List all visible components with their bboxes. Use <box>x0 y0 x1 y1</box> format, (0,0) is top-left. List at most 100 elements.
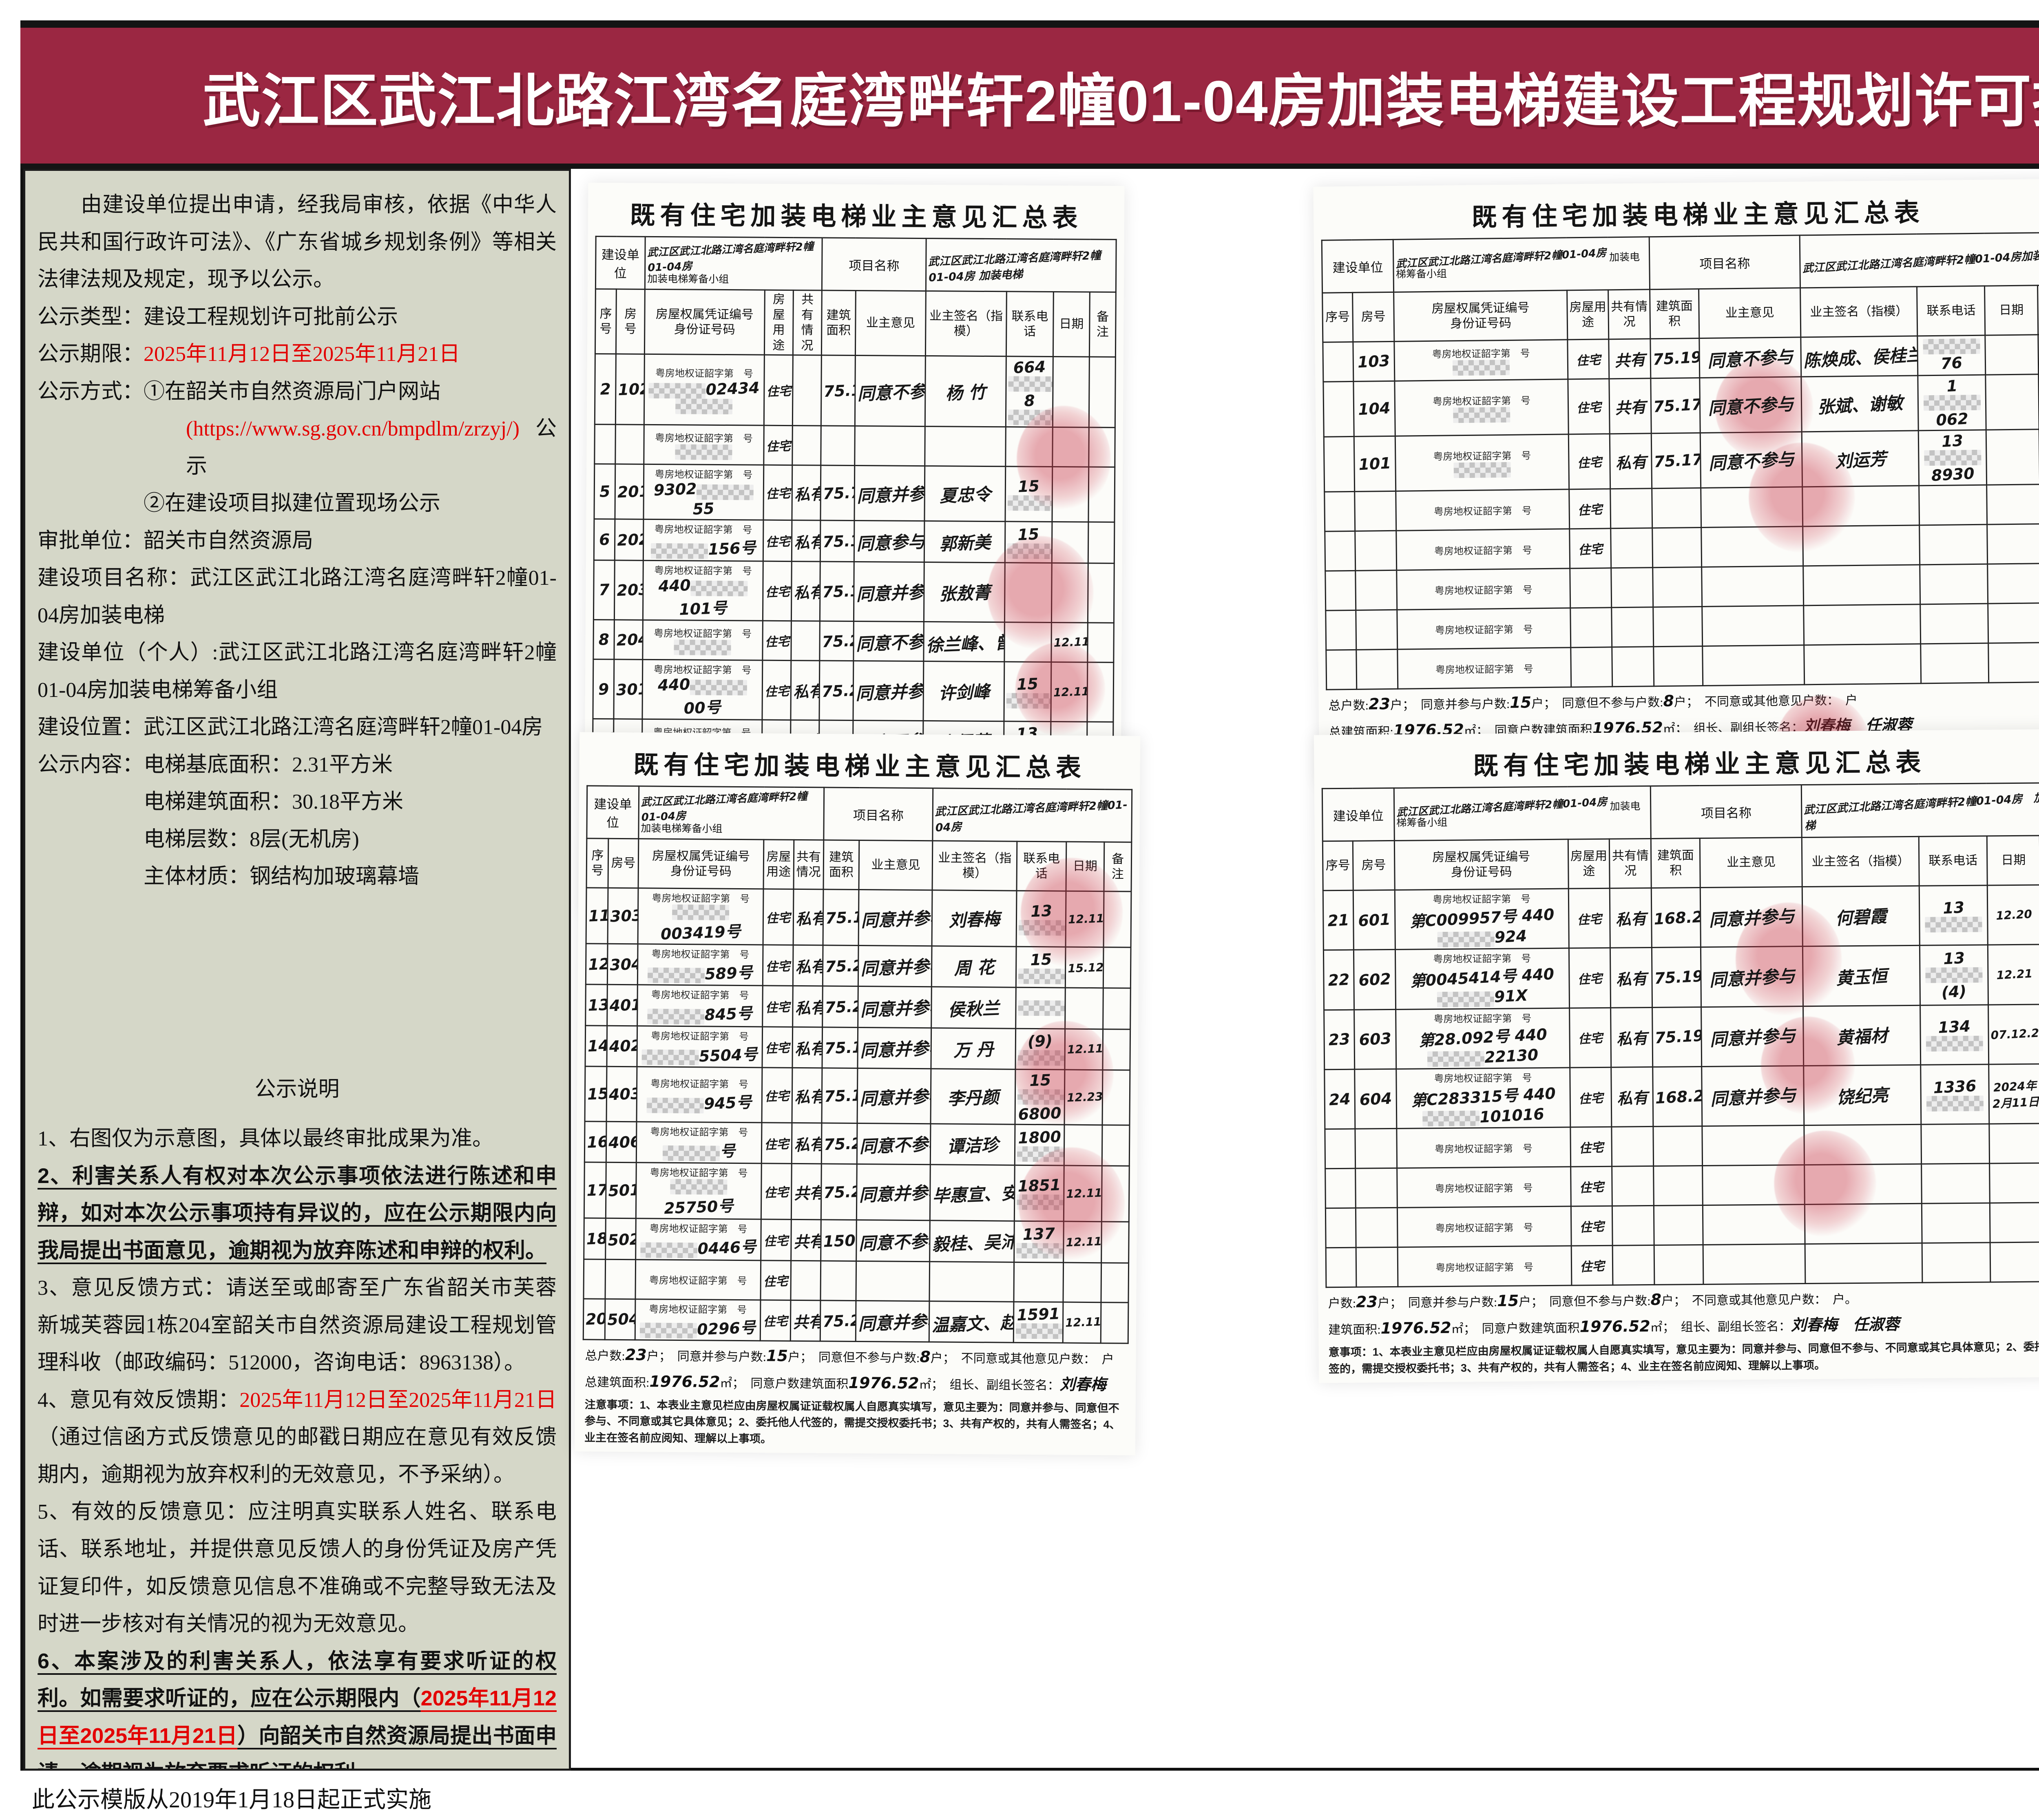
share-cell <box>1612 1166 1654 1206</box>
handwritten-text: 陈焕成、侯桂兰 <box>1803 344 1918 371</box>
cert-cell: 粤房地权证韶字第 号 945号 <box>636 1066 763 1123</box>
handwritten-text: 440 <box>658 576 691 595</box>
text-span: 总建筑面积: <box>584 1376 650 1390</box>
use-cell: 住宅 <box>1567 339 1610 379</box>
note-cell <box>1103 947 1131 989</box>
text-span: 1976.52 <box>1579 1317 1650 1336</box>
handwritten-text: 75.27 <box>824 997 858 1017</box>
handwritten-text: 945号 <box>703 1093 752 1113</box>
cert-value: 44000号 <box>645 675 760 718</box>
phone-cell <box>1004 562 1052 623</box>
handwritten-text: 304 <box>609 955 638 974</box>
column-header: 共有情况 <box>793 290 822 356</box>
text-span: 1976.52 <box>848 1373 919 1393</box>
room-cell: 501 <box>606 1162 637 1219</box>
seq-cell <box>594 424 616 464</box>
area-cell <box>1653 1126 1703 1166</box>
use-cell: 住宅 <box>761 1122 792 1164</box>
signature-cell <box>1804 1164 1922 1205</box>
column-header: 序号 <box>1322 292 1353 343</box>
note-cell <box>1101 1302 1128 1344</box>
redaction-block <box>1925 967 1983 983</box>
handwritten-text: 私有 <box>794 533 820 552</box>
seq-cell <box>1324 491 1355 532</box>
handwritten-text: 75.27 <box>825 956 858 976</box>
note-cell <box>1103 988 1131 1029</box>
handwritten-text: 75.77 <box>823 483 855 503</box>
date-cell <box>1990 1203 2039 1243</box>
column-header: 房屋用途 <box>1567 290 1609 340</box>
handwritten-text: 武江区武江北路江湾名庭湾畔轩2幢01-04房 <box>1396 796 1608 819</box>
seq-cell <box>1326 650 1357 690</box>
share-cell: 私有 <box>791 1123 822 1164</box>
cert-value: 440 101号 <box>645 576 761 619</box>
handwritten-text: 私有 <box>1615 453 1647 473</box>
cert-preprint: 粤房地权证韶字第 号 <box>1435 1223 1533 1234</box>
column-header: 房号 <box>616 289 645 354</box>
handwritten-text: 武江区武江北路江湾名庭湾畔轩2幢01-04房 <box>1395 246 1607 270</box>
opinion-cell: 同意并参与 <box>854 562 924 622</box>
redaction-block <box>1453 407 1510 423</box>
handwritten-text: 私有 <box>793 682 820 701</box>
text-span: 8 <box>1663 692 1674 710</box>
handwritten-text: 25750号 <box>663 1197 734 1218</box>
date-cell <box>1052 467 1089 522</box>
seq-cell: 8 <box>593 619 615 659</box>
handwritten-text: 15.12.11 <box>1067 960 1104 975</box>
handwritten-text: 13 <box>587 995 608 1015</box>
date-cell <box>1985 334 2039 375</box>
handwritten-text: 号 <box>719 1142 736 1161</box>
cert-preprint: 粤房地权证韶字第 号 <box>650 1079 749 1090</box>
area-cell: 168.27 <box>1651 887 1701 948</box>
column-header: 序号 <box>595 289 617 354</box>
cert-preprint: 粤房地权证韶字第 号 <box>649 1223 747 1235</box>
cert-value <box>1398 461 1567 478</box>
signature-cell <box>1805 1243 1923 1284</box>
project-label-cell: 项目名称 <box>1650 785 1802 839</box>
handwritten-text: 私有 <box>794 1087 823 1107</box>
handwritten-text: 同意并参与 <box>860 1037 931 1061</box>
redaction-block <box>674 639 732 655</box>
share-cell: 共有 <box>791 1163 822 1220</box>
date-cell <box>1987 524 2039 564</box>
handwritten-text: 0296号 <box>697 1318 756 1339</box>
table-row: 11 303 粤房地权证韶字第 号 003419号 住宅 私有 75.19 同意并参与 刘春梅 1… <box>586 887 1131 948</box>
text-span: 建筑面积: <box>1328 1323 1381 1337</box>
cert-cell: 粤房地权证韶字第 号 <box>1394 339 1568 381</box>
handwritten-text: 住宅 <box>763 1274 788 1289</box>
table-header-row: 序号 房号 房屋权属凭证编号 身份证号码 房屋用途 共有情况 建筑面积 业主意见 业主签名（指模… <box>1322 835 2039 891</box>
unit-label-cell: 建设单位 <box>1322 239 1394 293</box>
phone-cell: (9) <box>1015 1028 1065 1070</box>
cert-cell: 粤房地权证韶字第 号 <box>1396 529 1570 571</box>
use-cell: 住宅 <box>762 1067 792 1123</box>
table-row: 20 504 粤房地权证韶字第 号 0296号 住宅 共有 75.27 同意并参与 温嘉文、赵嘉… <box>583 1298 1128 1344</box>
cert-value: 156号 <box>646 535 761 559</box>
redaction-block <box>641 1049 699 1066</box>
project-value-cell: 武江区武江北路江湾名庭湾畔轩2幢01-04房 <box>933 788 1132 843</box>
seq-cell: 20 <box>583 1298 606 1340</box>
handwritten-text: 住宅 <box>1578 542 1603 558</box>
handwritten-text: 住宅 <box>764 634 790 650</box>
column-header: 业主意见 <box>855 290 926 356</box>
redaction-block <box>1437 991 1495 1007</box>
date-cell <box>1063 1262 1101 1303</box>
handwritten-text: 同意不参与 <box>855 631 924 655</box>
opinion-cell <box>1703 1244 1806 1285</box>
table-row: 12 304 粤房地权证韶字第 号 589号 住宅 私有 75.27 同意并参与周 花 15 15… <box>586 943 1131 989</box>
table-header-row: 序号 房号 房屋权属凭证编号 身份证号码 房屋用途 共有情况 建筑面积 业主意见 业主签名（指模… <box>595 289 1116 357</box>
opinion-cell: 同意并参与 <box>858 986 932 1028</box>
note-cell <box>1102 1070 1130 1126</box>
cert-preprint: 粤房地权证韶字第 号 <box>655 469 753 481</box>
date-cell <box>1986 374 2039 430</box>
cert-cell: 粤房地权证韶字第 号 25750号 <box>636 1163 762 1220</box>
handwritten-text: 504 <box>607 1309 635 1329</box>
note-cell <box>1087 623 1114 663</box>
table-row: 粤房地权证韶字第 号 住宅 <box>1326 1242 2039 1288</box>
cert-cell: 粤房地权证韶字第 号 <box>1397 608 1571 650</box>
phone-cell: 1591 <box>1013 1301 1063 1343</box>
handwritten-text: 私有 <box>794 1039 823 1059</box>
handwritten-text: 18 <box>586 1229 606 1248</box>
footer-template-note: 此公示模版从2019年1月18日起正式实施 <box>32 1787 431 1813</box>
room-cell: 104 <box>1353 381 1395 437</box>
table-row: 104 粤房地权证韶字第 号 住宅 共有 75.17 同意不参与 张斌、谢敏 1 062 <box>1323 374 2039 437</box>
